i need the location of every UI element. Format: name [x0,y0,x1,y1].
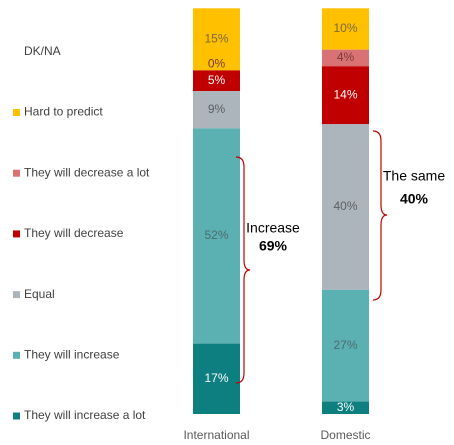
legend-swatch [13,48,20,56]
legend-swatch [13,412,20,420]
data-label: 17% [204,371,228,385]
bar-segment [322,66,369,125]
legend-swatch [13,351,20,359]
annotation-text: The same [383,168,445,184]
annotation-value: 69% [259,238,288,254]
data-label: 52% [204,228,228,242]
data-label: 0% [208,57,226,71]
legend-label: DK/NA [24,44,61,58]
brace-increase [235,156,251,384]
legend-label: They will decrease a lot [24,165,150,179]
legend-label: They will decrease [24,226,124,240]
data-label: 5% [208,73,226,87]
bar-segment [322,401,369,414]
data-label: 27% [333,338,357,352]
legend-swatch [13,291,20,299]
bar-segment [193,0,240,9]
legend-swatch [13,109,20,116]
data-label: 14% [333,87,357,101]
legend-label: They will increase a lot [24,408,146,422]
data-label: 40% [333,199,357,213]
data-label: 4% [337,50,355,64]
data-label: 15% [204,32,228,46]
data-label: 9% [208,102,226,116]
bar-segment [193,91,240,129]
x-tick-label: Domestic [320,428,370,442]
annotation-text: Increase [246,220,300,236]
bar-segment [193,343,240,414]
legend-swatch [13,230,20,238]
legend-label: They will increase [24,347,120,361]
brace-same [372,130,388,301]
bar-segment [322,8,369,50]
bar-segment [322,289,369,402]
legend-swatch [13,169,20,177]
data-label: 3% [337,400,355,414]
bar-segment [193,8,240,71]
data-label: 10% [333,21,357,35]
bar-segment [322,124,369,290]
bar-segment [193,70,240,92]
x-tick-label: International [183,428,249,442]
bar-segment [322,0,369,9]
legend-label: Hard to predict [24,105,103,119]
bar-segment [193,128,240,344]
annotation-value: 40% [400,191,429,207]
bar-segment [322,49,369,67]
legend-label: Equal [24,287,55,301]
